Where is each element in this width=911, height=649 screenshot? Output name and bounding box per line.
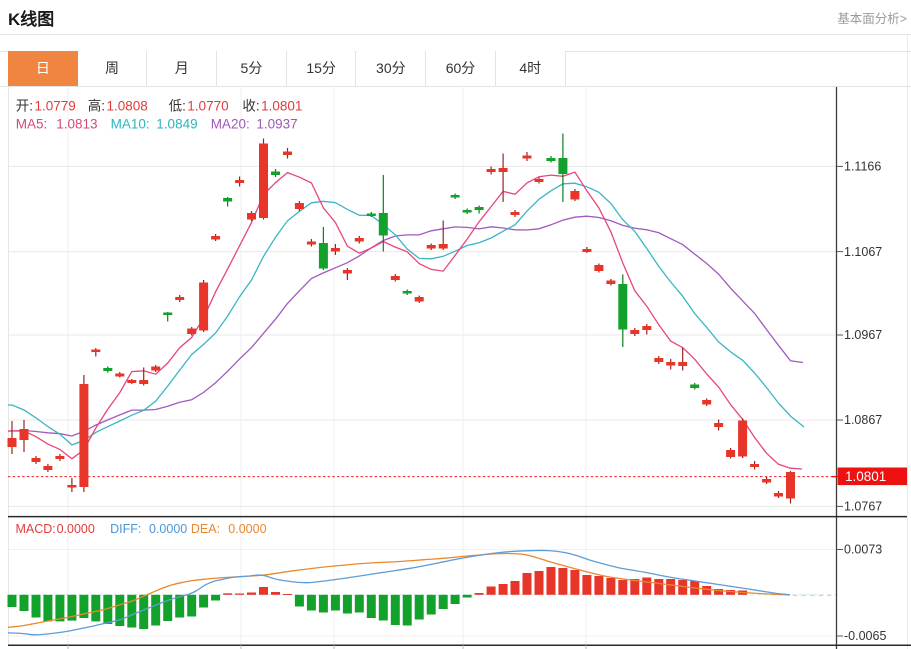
svg-text:1.0779: 1.0779 — [35, 98, 76, 113]
svg-text:1.0801: 1.0801 — [261, 98, 302, 113]
svg-text:1.1067: 1.1067 — [844, 245, 882, 259]
svg-text:-0.0065: -0.0065 — [844, 629, 886, 643]
svg-text:1.0808: 1.0808 — [107, 98, 148, 113]
svg-text:1.0767: 1.0767 — [844, 500, 882, 514]
svg-text:收:: 收: — [242, 98, 259, 113]
svg-text:1.1166: 1.1166 — [844, 160, 881, 174]
svg-text:高:: 高: — [88, 97, 105, 113]
svg-text:1.0801: 1.0801 — [845, 469, 886, 484]
svg-text:0.0000: 0.0000 — [57, 522, 95, 536]
svg-text:MA20:: MA20: — [211, 117, 250, 132]
svg-text:0.0000: 0.0000 — [149, 522, 187, 536]
svg-text:DIFF:: DIFF: — [110, 522, 141, 536]
svg-text:1.0813: 1.0813 — [56, 117, 97, 132]
svg-text:低:: 低: — [169, 98, 186, 113]
svg-text:0.0000: 0.0000 — [228, 522, 266, 536]
svg-text:1.0770: 1.0770 — [187, 98, 228, 113]
svg-text:1.0937: 1.0937 — [256, 117, 297, 132]
svg-text:0.0073: 0.0073 — [844, 543, 882, 557]
svg-text:MA5:: MA5: — [16, 117, 48, 132]
svg-text:MACD:: MACD: — [16, 522, 56, 536]
svg-text:1.0849: 1.0849 — [156, 117, 197, 132]
svg-text:开:: 开: — [16, 98, 33, 113]
svg-text:1.0967: 1.0967 — [844, 328, 882, 342]
svg-text:1.0867: 1.0867 — [844, 413, 882, 427]
svg-text:DEA:: DEA: — [191, 522, 220, 536]
svg-text:MA10:: MA10: — [111, 117, 150, 132]
